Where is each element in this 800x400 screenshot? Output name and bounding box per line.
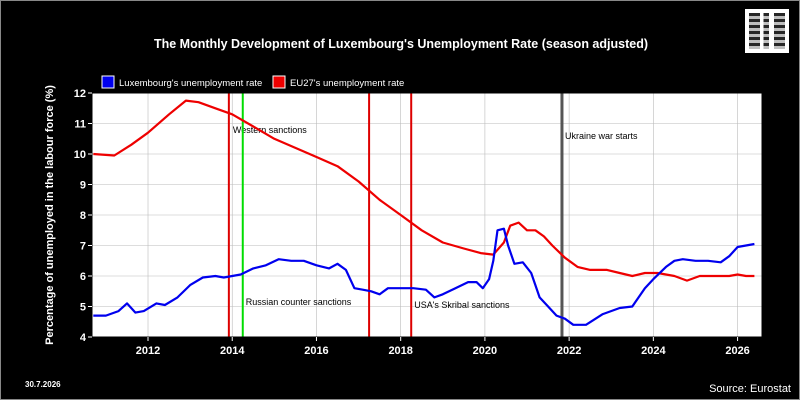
y-tick-label: 5: [80, 302, 86, 314]
series-line-eu27: [93, 99, 755, 282]
x-tick-label: 2018: [388, 345, 412, 357]
chart-title: The Monthly Development of Luxembourg's …: [154, 37, 648, 51]
y-tick-label: 10: [74, 149, 86, 161]
x-tick-label: 2026: [725, 345, 749, 357]
x-tick-label: 2012: [136, 345, 160, 357]
event-label: USA's Skribal sanctions: [414, 300, 510, 310]
series-lines: [93, 99, 755, 326]
series-line-luxembourg: [93, 227, 755, 326]
x-axis: 2012 2014 2016 2018 2020 2022 2024 2026: [136, 337, 750, 357]
event-lines: Western sanctions Russian counter sanctio…: [227, 93, 638, 337]
y-tick-label: 8: [80, 210, 86, 222]
y-tick-label: 9: [80, 180, 86, 192]
x-tick-label: 2024: [641, 345, 666, 357]
legend-label-luxembourg: Luxembourg's unemployment rate: [119, 78, 262, 89]
x-tick-label: 2016: [304, 345, 328, 357]
legend-swatch-luxembourg: [101, 75, 115, 89]
legend: Luxembourg's unemployment rate EU27's un…: [101, 75, 404, 89]
qr-code-icon: [745, 9, 789, 53]
source-label: Source: Eurostat: [709, 383, 791, 395]
y-tick-label: 4: [80, 332, 87, 344]
x-tick-label: 2020: [473, 345, 497, 357]
event-label: Ukraine war starts: [565, 131, 638, 141]
y-tick-label: 6: [80, 271, 86, 283]
y-axis: 4 5 6 7 8 9 10 11 12: [74, 88, 92, 344]
event-label: Western sanctions: [233, 125, 307, 135]
y-axis-label: Percentage of unemployed in the labour f…: [44, 85, 56, 345]
date-stamp: 30.7.2026: [25, 380, 61, 389]
legend-swatch-eu27: [272, 75, 286, 89]
event-label: Russian counter sanctions: [246, 297, 352, 307]
legend-label-eu27: EU27's unemployment rate: [290, 78, 404, 89]
y-tick-label: 11: [74, 119, 86, 131]
y-tick-label: 7: [80, 241, 86, 253]
y-tick-label: 12: [74, 88, 86, 100]
x-tick-label: 2022: [557, 345, 581, 357]
x-tick-label: 2014: [220, 345, 245, 357]
